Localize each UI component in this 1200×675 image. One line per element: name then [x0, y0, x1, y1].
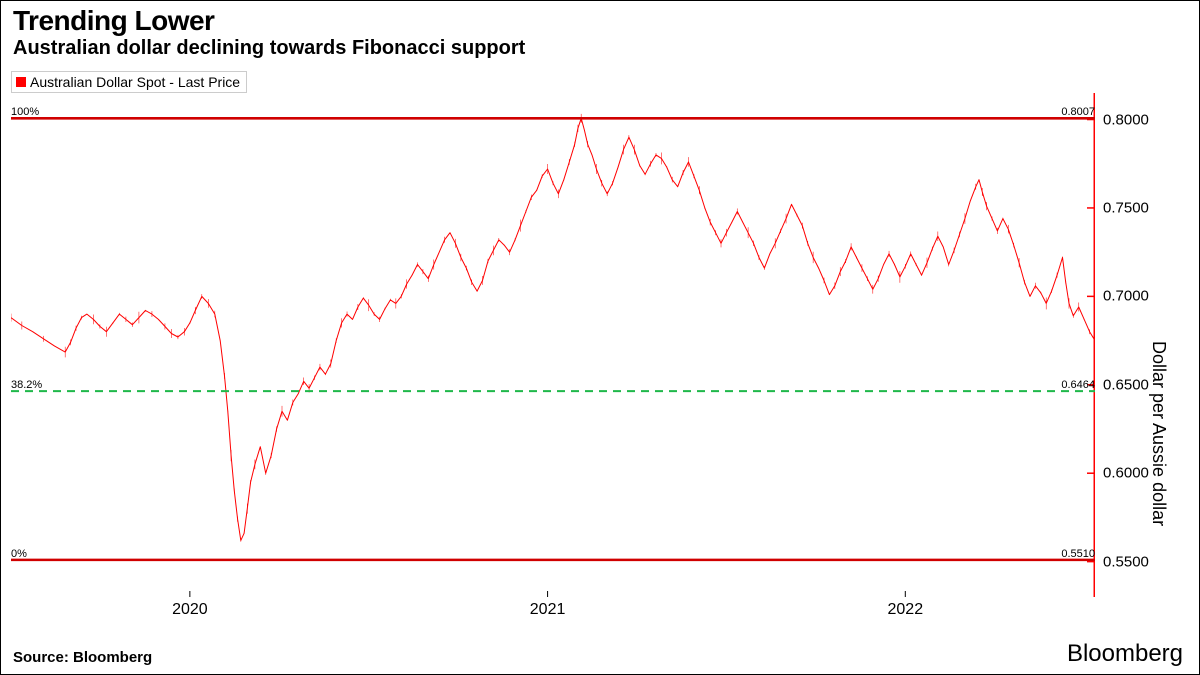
y-tick-label: 0.6000 — [1103, 465, 1149, 482]
fib-value-label: 0.8007 — [1061, 107, 1095, 118]
fib-value-label: 0.6464 — [1061, 380, 1095, 391]
x-tick-label: 2021 — [530, 601, 566, 619]
chart-subtitle: Australian dollar declining towards Fibo… — [13, 37, 525, 60]
source-label: Source: Bloomberg — [13, 649, 152, 666]
fib-pct-label: 0% — [11, 549, 27, 560]
x-tick-label: 2020 — [172, 601, 208, 619]
chart-frame: Trending Lower Australian dollar declini… — [0, 0, 1200, 675]
brand-label: Bloomberg — [1067, 640, 1183, 668]
y-tick-label: 0.7500 — [1103, 199, 1149, 216]
price-chart — [11, 93, 1095, 597]
chart-title: Trending Lower — [13, 5, 214, 37]
fib-value-label: 0.5510 — [1061, 549, 1095, 560]
y-axis-title: Dollar per Aussie dollar — [1148, 341, 1169, 526]
y-tick-label: 0.7000 — [1103, 288, 1149, 305]
y-tick-label: 0.5500 — [1103, 553, 1149, 570]
y-tick-label: 0.6500 — [1103, 376, 1149, 393]
legend: Australian Dollar Spot - Last Price — [11, 71, 247, 93]
x-tick-label: 2022 — [888, 601, 924, 619]
legend-label: Australian Dollar Spot - Last Price — [30, 74, 240, 90]
x-axis-labels: 2020 2021 2022 — [11, 601, 1095, 625]
fib-pct-label: 100% — [11, 107, 39, 118]
legend-swatch — [16, 77, 26, 87]
y-tick-label: 0.8000 — [1103, 111, 1149, 128]
fib-pct-label: 38.2% — [11, 380, 42, 391]
